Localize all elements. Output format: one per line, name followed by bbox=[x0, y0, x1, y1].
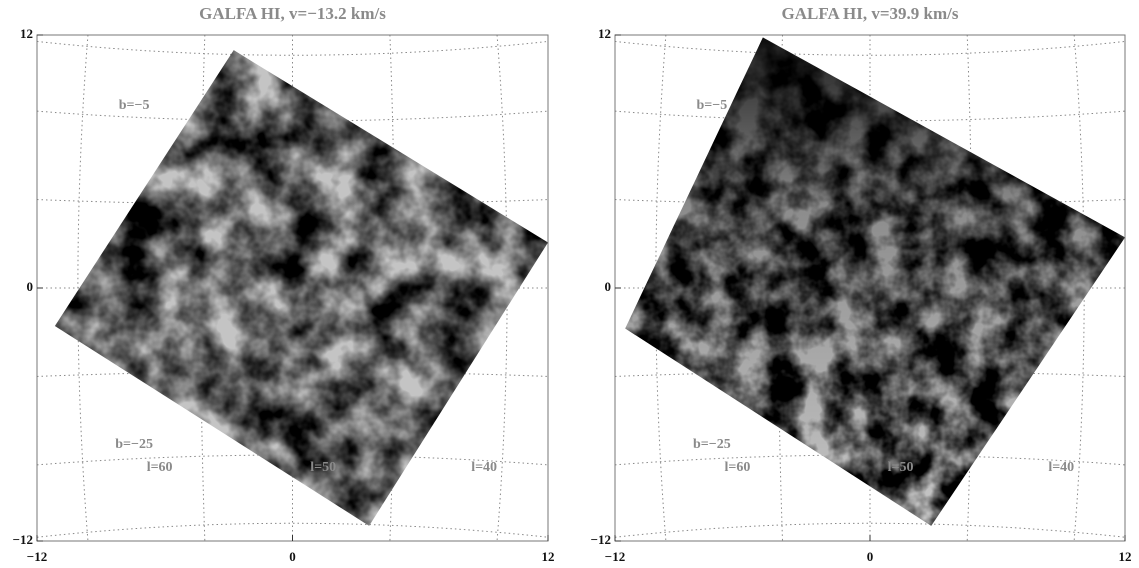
y-tick-label: 12 bbox=[20, 26, 33, 41]
x-tick-label: −12 bbox=[27, 549, 47, 564]
x-tick-label: 0 bbox=[289, 549, 296, 564]
grid-annotation: l=50 bbox=[888, 460, 914, 475]
grid-annotation: b=−5 bbox=[119, 98, 150, 113]
grid-annotation: l=40 bbox=[471, 460, 497, 475]
coord-grid bbox=[36, 40, 549, 56]
y-tick-label: 0 bbox=[605, 279, 612, 294]
grid-annotation: b=−25 bbox=[693, 437, 731, 452]
grid-annotation: l=60 bbox=[724, 460, 750, 475]
y-tick-label: −12 bbox=[13, 532, 33, 547]
hi-map-texture bbox=[54, 50, 548, 526]
y-tick-label: −12 bbox=[591, 532, 611, 547]
grid-annotation: l=40 bbox=[1048, 460, 1074, 475]
grid-annotation: b=−25 bbox=[115, 437, 153, 452]
x-tick-label: 0 bbox=[867, 549, 874, 564]
coord-grid bbox=[36, 522, 549, 538]
y-tick-label: 12 bbox=[598, 26, 611, 41]
panel: GALFA HI, v=39.9 km/s −12 0 12 −12 0 12 b=−5 b=−… bbox=[591, 4, 1132, 564]
x-tick-label: −12 bbox=[605, 549, 625, 564]
y-tick-label: 0 bbox=[27, 279, 34, 294]
x-tick-label: 12 bbox=[1119, 549, 1132, 564]
grid-annotation: b=−5 bbox=[697, 98, 728, 113]
panel: GALFA HI, v=−13.2 km/s −12 0 12 −12 0 12 b=−5 b=… bbox=[13, 4, 555, 564]
panel-title: GALFA HI, v=39.9 km/s bbox=[781, 4, 958, 23]
x-tick-label: 12 bbox=[542, 549, 555, 564]
grid-annotation: l=50 bbox=[310, 460, 336, 475]
hi-map-dark bbox=[625, 37, 1125, 526]
grid-annotation: l=60 bbox=[147, 460, 173, 475]
panel-title: GALFA HI, v=−13.2 km/s bbox=[199, 4, 386, 23]
coord-grid bbox=[77, 34, 89, 542]
